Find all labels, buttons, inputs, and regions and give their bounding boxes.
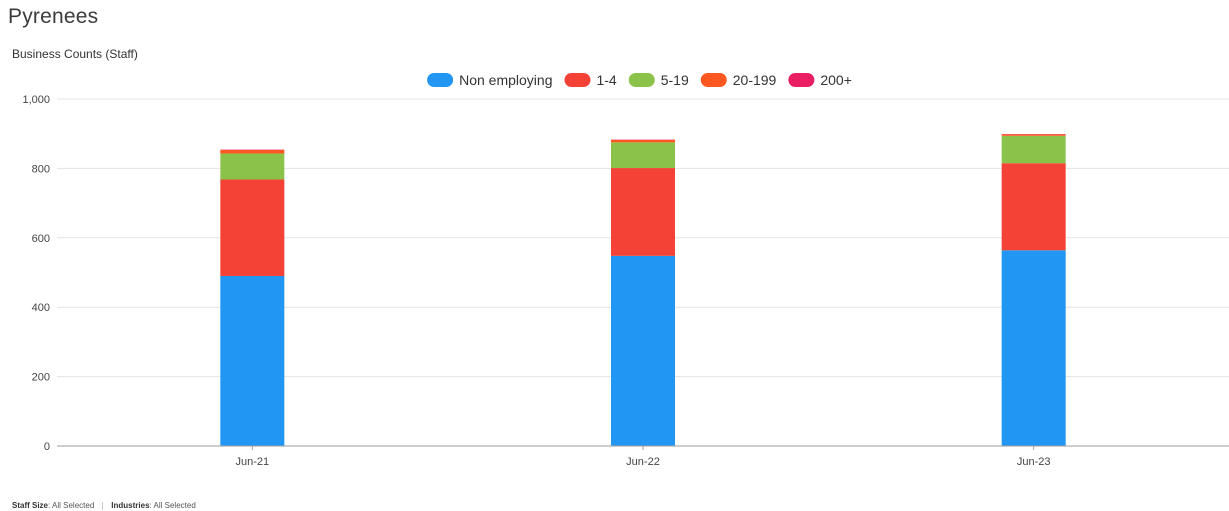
- legend-label: 20-199: [733, 72, 777, 88]
- bar-non-employing-jun-22[interactable]: [611, 255, 675, 446]
- legend-item-200[interactable]: 200+: [788, 72, 852, 88]
- y-tick-label: 0: [44, 441, 50, 453]
- y-tick-label: 600: [32, 233, 50, 245]
- filter-summary: Staff Size: All Selected Industries: All …: [12, 501, 196, 511]
- legend-item-20-199[interactable]: 20-199: [700, 72, 777, 88]
- filter-staff-size[interactable]: Staff Size: All Selected: [12, 501, 95, 510]
- filter-industries-value: All Selected: [153, 501, 196, 510]
- filter-industries-name: Industries: [111, 501, 150, 510]
- bar-non-employing-jun-23[interactable]: [1001, 250, 1066, 446]
- legend-item-5-19[interactable]: 5-19: [628, 72, 689, 88]
- bar-1-4-jun-23[interactable]: [1001, 163, 1066, 251]
- legend-swatch: [700, 73, 727, 87]
- legend-item-1-4[interactable]: 1-4: [564, 72, 617, 88]
- bar-20-199-jun-23[interactable]: [1001, 134, 1066, 136]
- bar-non-employing-jun-21[interactable]: [220, 275, 285, 446]
- bar-1-4-jun-22[interactable]: [611, 168, 675, 256]
- x-tick-label: Jun-23: [1017, 456, 1051, 468]
- legend-swatch: [564, 73, 591, 87]
- y-tick-label: 400: [32, 302, 50, 314]
- filter-staff-size-name: Staff Size: [12, 501, 49, 510]
- page-title: Pyrenees: [8, 5, 99, 28]
- bar-1-4-jun-21[interactable]: [220, 179, 285, 276]
- bar-5-19-jun-23[interactable]: [1001, 135, 1066, 164]
- x-tick-label: Jun-22: [626, 456, 660, 468]
- legend-swatch: [427, 73, 454, 87]
- chart-axes: 0 200 400 600 800 1,000 Jun-21 Jun-22 Jun-23: [22, 94, 1229, 468]
- bar-5-19-jun-22[interactable]: [611, 142, 675, 169]
- legend-label: Non employing: [459, 72, 552, 88]
- x-tick-label: Jun-21: [236, 456, 270, 468]
- bar-20-199-jun-21[interactable]: [220, 150, 285, 154]
- legend-label: 200+: [820, 72, 852, 88]
- legend-swatch: [788, 73, 815, 87]
- y-tick-label: 1,000: [22, 94, 50, 106]
- legend-label: 1-4: [596, 72, 616, 88]
- stacked-bar-chart: Non employing 1-4 5-19 20-199 200+ 0 200 400 60…: [22, 72, 1229, 468]
- y-tick-label: 200: [32, 372, 50, 384]
- filter-staff-size-value: All Selected: [52, 501, 95, 510]
- chart-legend[interactable]: Non employing 1-4 5-19 20-199 200+: [427, 72, 852, 88]
- bar-5-19-jun-21[interactable]: [220, 153, 285, 180]
- legend-label: 5-19: [661, 72, 689, 88]
- filter-divider: [102, 501, 104, 510]
- legend-swatch: [628, 73, 655, 87]
- chart-subtitle: Business Counts (Staff): [12, 47, 138, 61]
- chart-bars: [220, 134, 1066, 446]
- bar-20-199-jun-22[interactable]: [611, 139, 675, 143]
- y-tick-label: 800: [32, 163, 50, 175]
- filter-industries[interactable]: Industries: All Selected: [111, 501, 196, 510]
- legend-item-non-employing[interactable]: Non employing: [427, 72, 552, 88]
